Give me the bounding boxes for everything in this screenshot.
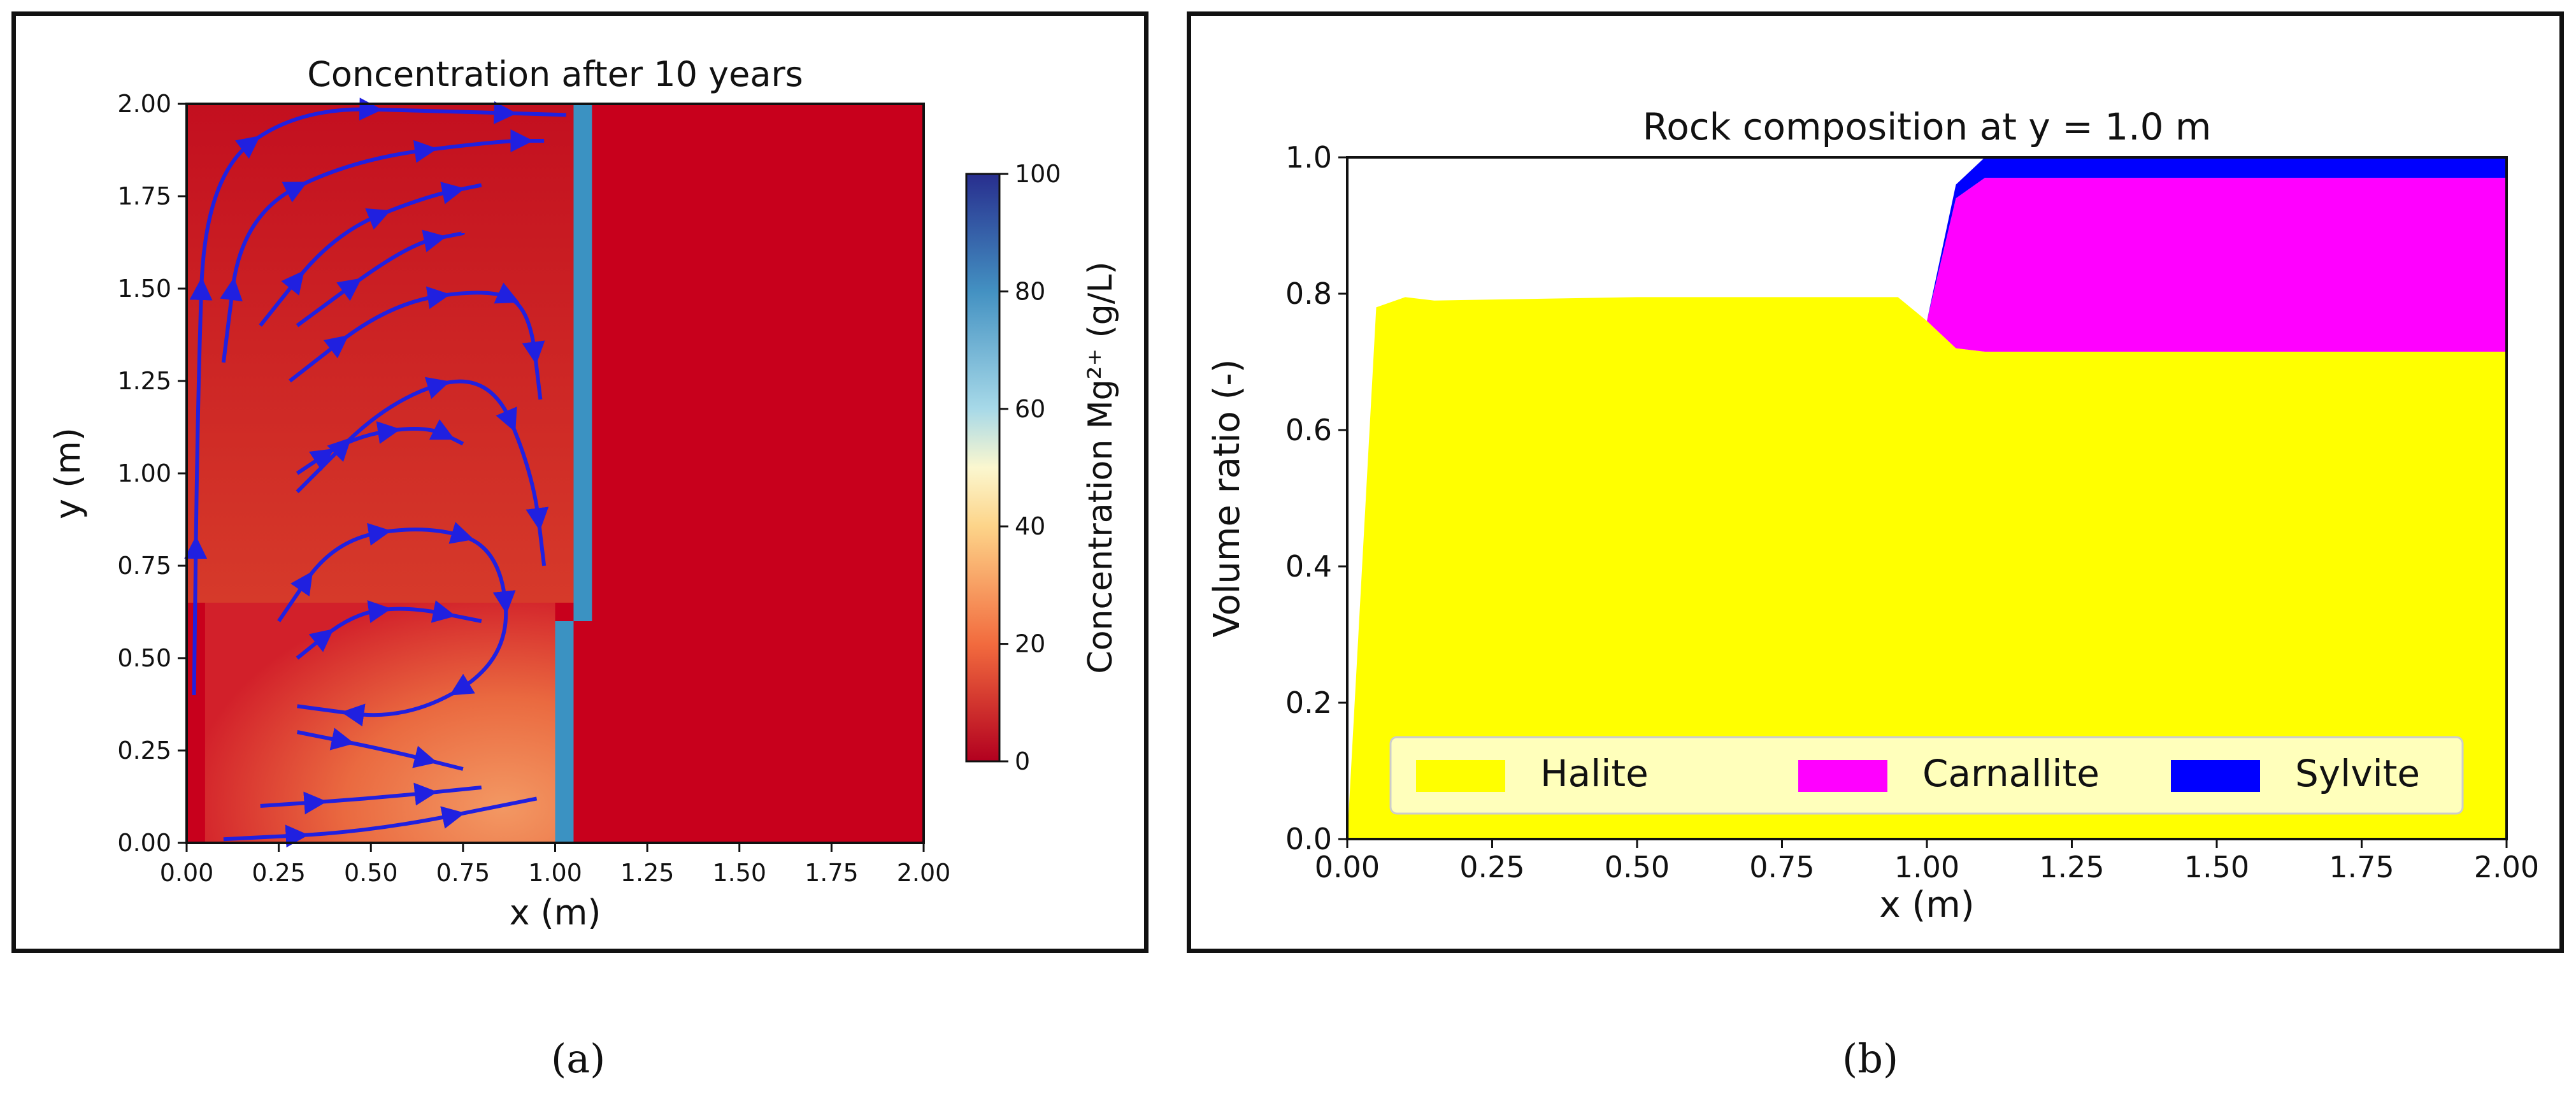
colorbar-tick-label: 80 [1015, 277, 1045, 305]
x-tick-label-a: 0.75 [436, 859, 490, 887]
legend-label-halite: Halite [1540, 752, 1649, 795]
streamline-vortex-upper-2 [220, 129, 545, 363]
legend-swatch-carnallite [1798, 760, 1887, 792]
colorbar-label: Concentration Mg²⁺ (g/L) [1082, 261, 1120, 673]
x-axis-label-b: x (m) [1879, 884, 1974, 926]
y-tick-label-a: 1.75 [117, 182, 171, 210]
y-tick-label-a: 1.00 [117, 459, 171, 487]
x-tick-label-b: 0.50 [1605, 850, 1670, 884]
y-tick-label-a: 2.00 [117, 90, 171, 118]
rock-composition-chart: 0.00 0.25 0.50 0.75 1.00 1.25 1.50 1.75 2.00 0.0 0… [1206, 105, 2539, 926]
streamline-vortex-lower-4 [260, 782, 482, 815]
y-tick-label-a: 1.25 [117, 367, 171, 395]
colorbar-tick-label: 40 [1015, 512, 1045, 540]
y-tick-label-a: 0.00 [117, 829, 171, 857]
x-tick-label-a: 1.75 [805, 859, 859, 887]
panel-b: 0.00 0.25 0.50 0.75 1.00 1.25 1.50 1.75 2.00 0.0 0… [1187, 11, 2564, 953]
streamline-vortex-upper-7 [296, 419, 464, 475]
x-tick-label-b: 0.00 [1315, 850, 1380, 884]
streamline-vortex-lower-2 [296, 600, 482, 660]
area-halite [1347, 297, 2507, 840]
streamline-vortex-bottom [223, 796, 538, 848]
x-tick-label-b: 0.25 [1459, 850, 1524, 884]
y-tick-label-a: 0.75 [117, 552, 171, 580]
area-carnallite [1347, 178, 2507, 840]
heatmap-region-upper-channel [573, 104, 592, 621]
x-tick-label-a: 0.25 [252, 859, 306, 887]
y-tick-label-a: 0.25 [117, 736, 171, 765]
x-tick-label-b: 1.00 [1894, 850, 1959, 884]
x-tick-label-b: 1.75 [2329, 850, 2394, 884]
x-tick-label-b: 1.25 [2039, 850, 2104, 884]
y-tick-label-b: 0.2 [1285, 686, 1332, 720]
colorbar-tick-label: 20 [1015, 630, 1045, 658]
x-tick-label-b: 0.75 [1749, 850, 1814, 884]
colorbar-tick-label: 0 [1015, 747, 1030, 775]
y-tick-label-a: 1.50 [117, 275, 171, 303]
x-tick-label-a: 1.50 [712, 859, 766, 887]
y-tick-label-b: 1.0 [1285, 140, 1332, 175]
x-tick-label-b: 2.00 [2474, 850, 2539, 884]
legend-label-carnallite: Carnallite [1922, 752, 2100, 795]
y-tick-label-b: 0.4 [1285, 549, 1332, 584]
streamline-vortex-lower-1 [277, 522, 516, 727]
concentration-heatmap-chart: 0.00 0.25 0.50 0.75 1.00 1.25 1.50 1.75 2.00 0.00… [48, 54, 1120, 933]
colorbar-tick-label: 60 [1015, 395, 1045, 423]
x-tick-label-a: 0.50 [344, 859, 398, 887]
streamline-vortex-upper-3 [259, 182, 482, 327]
y-tick-label-b: 0.8 [1285, 277, 1332, 311]
x-tick-label-a: 0.00 [160, 859, 214, 887]
streamline-vortex-lower-3 [296, 728, 464, 771]
chart-title-a: Concentration after 10 years [307, 54, 803, 94]
panel-a: 0.00 0.25 0.50 0.75 1.00 1.25 1.50 1.75 2.00 0.00… [11, 11, 1148, 953]
heatmap-region-lower-channel [555, 621, 574, 843]
y-axis-label-b: Volume ratio (-) [1206, 359, 1248, 638]
caption-b: (b) [1842, 1035, 1899, 1082]
y-tick-label-b: 0.0 [1285, 822, 1332, 856]
colorbar [965, 173, 1001, 763]
colorbar-tick-label: 100 [1015, 160, 1061, 188]
x-axis-label-a: x (m) [510, 893, 601, 933]
chart-title-b: Rock composition at y = 1.0 m [1643, 105, 2212, 148]
legend-swatch-halite [1416, 760, 1505, 792]
caption-a: (a) [551, 1035, 606, 1082]
legend-swatch-sylvite [2171, 760, 2260, 792]
streamline-vortex-upper-4 [296, 229, 464, 327]
x-tick-label-a: 1.00 [528, 859, 582, 887]
x-tick-label-a: 2.00 [897, 859, 951, 887]
x-tick-label-a: 1.25 [620, 859, 675, 887]
y-tick-label-a: 0.50 [117, 644, 171, 672]
heatmap-region-left-column [187, 104, 574, 603]
y-axis-label-a: y (m) [48, 427, 88, 519]
legend-label-sylvite: Sylvite [2295, 752, 2420, 795]
legend-box [1389, 736, 2464, 815]
streamline-vortex-upper-5 [289, 282, 545, 400]
y-tick-label-b: 0.6 [1285, 413, 1332, 447]
x-tick-label-b: 1.50 [2184, 850, 2249, 884]
